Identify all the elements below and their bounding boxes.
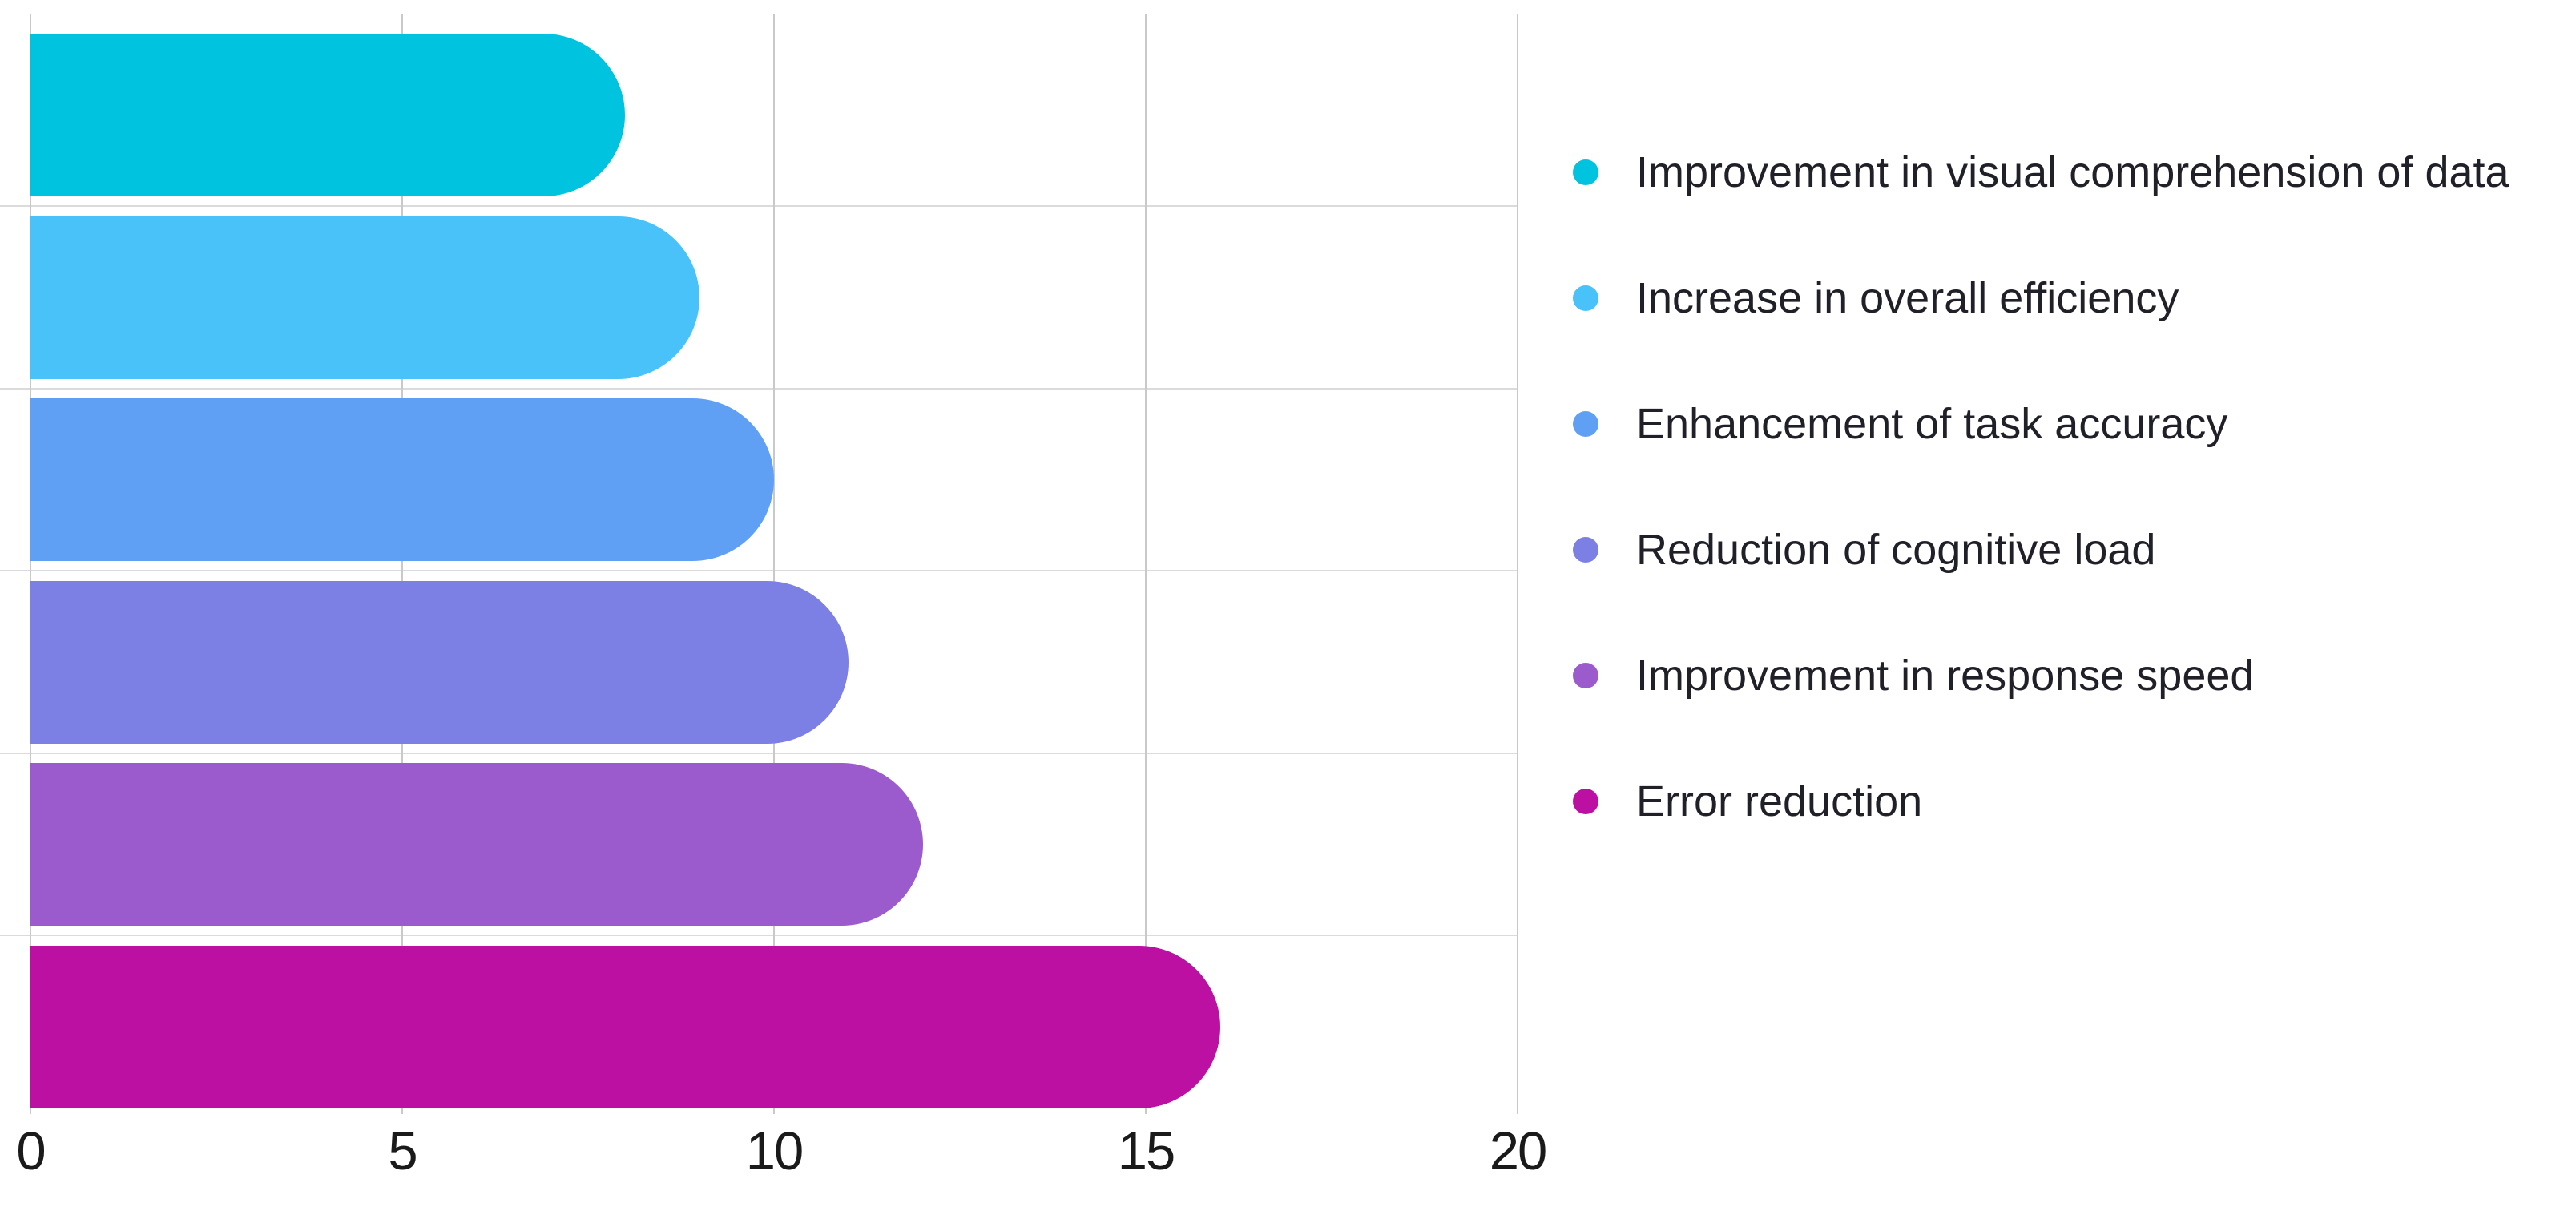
legend-swatch-icon (1573, 411, 1598, 437)
gridline-horizontal (0, 205, 1518, 208)
gridline-horizontal (0, 752, 1518, 754)
legend-label: Improvement in response speed (1636, 652, 2255, 700)
x-tick-label: 15 (1117, 1121, 1176, 1181)
gridline-vertical (1517, 14, 1518, 1114)
gridline-horizontal (0, 935, 1518, 937)
legend-item: Error reduction (1573, 777, 1922, 826)
legend-swatch-icon (1573, 159, 1598, 185)
x-tick-label: 0 (16, 1121, 46, 1181)
gridline-vertical (773, 14, 775, 1114)
legend-item: Improvement in response speed (1573, 651, 2254, 700)
bar (30, 398, 774, 561)
legend-item: Reduction of cognitive load (1573, 525, 2155, 575)
bar (30, 580, 849, 744)
legend-swatch-icon (1573, 285, 1598, 311)
x-tick-label: 20 (1489, 1121, 1548, 1181)
legend-swatch-icon (1573, 789, 1598, 814)
legend-item: Improvement in visual comprehension of d… (1573, 147, 2509, 197)
gridline-vertical (30, 14, 31, 1114)
x-tick-label: 10 (745, 1121, 804, 1181)
legend-item: Enhancement of task accuracy (1573, 399, 2227, 449)
bar (30, 763, 923, 926)
bar (30, 216, 700, 379)
gridline-horizontal (0, 387, 1518, 390)
legend-item: Increase in overall efficiency (1573, 273, 2179, 323)
legend-label: Reduction of cognitive load (1636, 526, 2156, 574)
bar (30, 34, 626, 196)
gridline-vertical (401, 14, 403, 1114)
legend-label: Error reduction (1636, 777, 1923, 826)
gridline-horizontal (0, 570, 1518, 572)
legend-label: Increase in overall efficiency (1636, 274, 2179, 322)
legend-label: Enhancement of task accuracy (1636, 400, 2228, 448)
bar (30, 945, 1220, 1108)
legend-label: Improvement in visual comprehension of d… (1636, 148, 2509, 196)
legend-swatch-icon (1573, 663, 1598, 688)
x-tick-label: 5 (388, 1121, 417, 1181)
gridline-vertical (1145, 14, 1147, 1114)
legend-swatch-icon (1573, 537, 1598, 563)
